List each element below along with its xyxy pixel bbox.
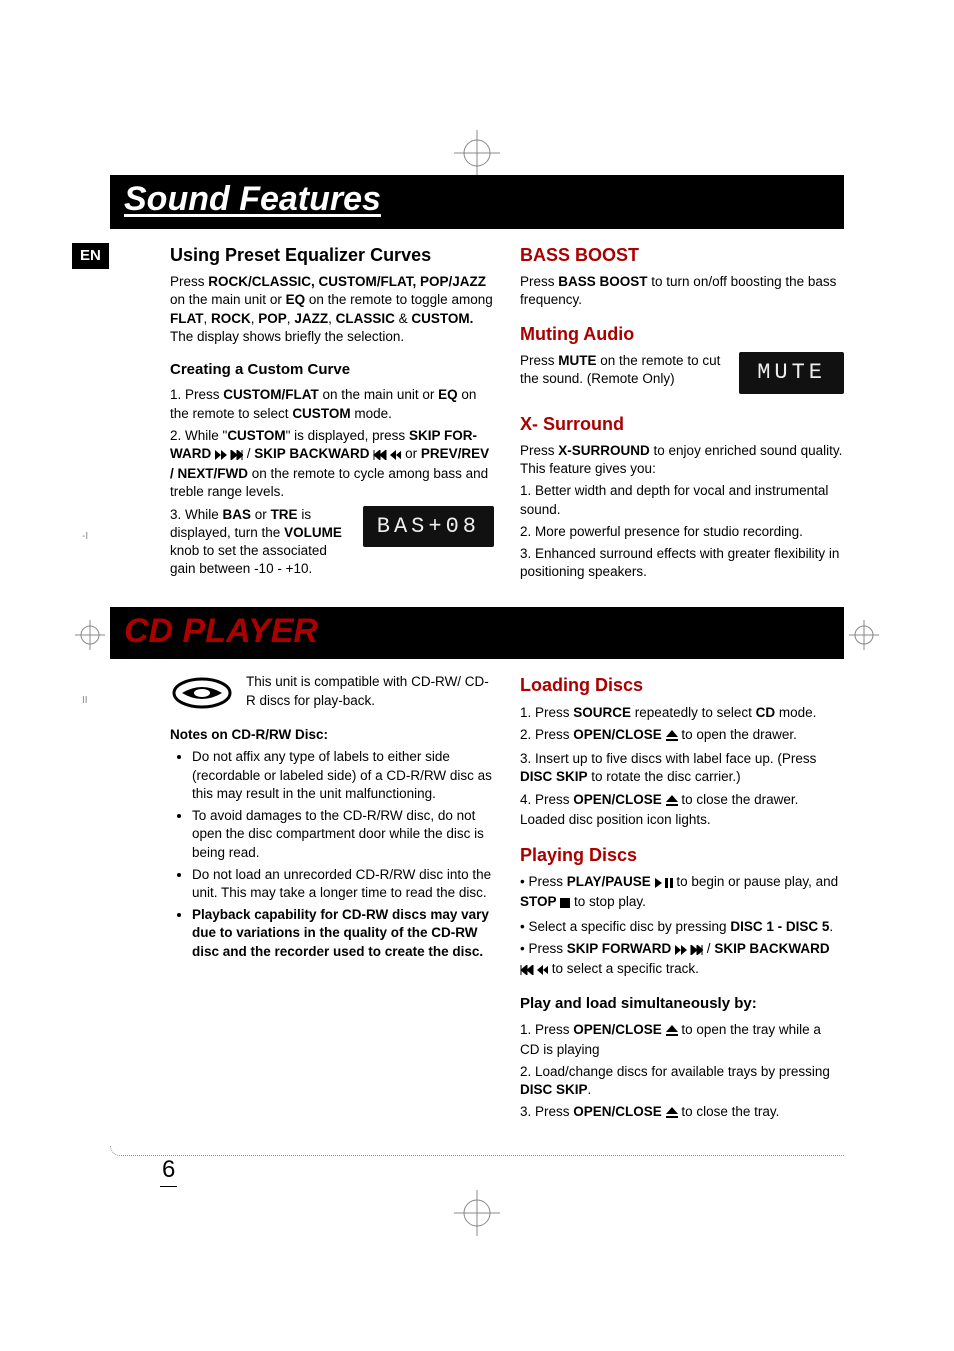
xs-intro: Press X-SURROUND to enjoy enriched sound… bbox=[520, 442, 844, 478]
play-pause-icon bbox=[655, 875, 673, 893]
cd-disc-icon bbox=[170, 673, 234, 718]
heading-muting: Muting Audio bbox=[520, 322, 844, 346]
heading-simultaneous: Play and load simultaneously by: bbox=[520, 994, 844, 1014]
custom-step2: 2. While "CUSTOM" is displayed, press SK… bbox=[170, 427, 494, 502]
load-s2: 2. Press OPEN/CLOSE to open the drawer. bbox=[520, 726, 844, 746]
simul-s3: 3. Press OPEN/CLOSE to close the tray. bbox=[520, 1103, 844, 1123]
section-title-cd: CD PLAYER bbox=[110, 607, 844, 659]
cd-notes-title: Notes on CD-R/RW Disc: bbox=[170, 726, 494, 744]
eject-icon bbox=[666, 728, 678, 746]
crop-mark-bottom bbox=[454, 1190, 500, 1236]
language-tab: EN bbox=[72, 243, 109, 269]
play-s2: • Select a specific disc by pressing DIS… bbox=[520, 918, 844, 936]
section-title-sound: Sound Features bbox=[110, 175, 844, 229]
skip-forward-icon bbox=[215, 447, 243, 465]
simul-s1: 1. Press OPEN/CLOSE to open the tray whi… bbox=[520, 1021, 844, 1059]
crop-mark-left3: II bbox=[82, 694, 88, 708]
crop-mark-left2: -I bbox=[82, 530, 88, 544]
custom-step1: 1. Press CUSTOM/FLAT on the main unit or… bbox=[170, 386, 494, 422]
crop-mark-left bbox=[75, 620, 105, 650]
heading-xsurround: X- Surround bbox=[520, 412, 844, 436]
bass-boost-text: Press BASS BOOST to turn on/off boosting… bbox=[520, 273, 844, 309]
dotted-frame bbox=[110, 1146, 844, 1156]
lcd-bas-display: BAS+08 bbox=[363, 506, 494, 548]
eject-icon bbox=[666, 1105, 678, 1123]
list-item: Do not load an unrecorded CD-R/RW disc i… bbox=[192, 866, 494, 902]
play-s1: • Press PLAY/PAUSE to begin or pause pla… bbox=[520, 873, 844, 913]
list-item: Do not affix any type of labels to eithe… bbox=[192, 748, 494, 803]
load-s3: 3. Insert up to five discs with label fa… bbox=[520, 750, 844, 786]
stop-icon bbox=[560, 895, 570, 913]
xs-line3: 3. Enhanced surround effects with greate… bbox=[520, 545, 844, 581]
heading-loading-discs: Loading Discs bbox=[520, 673, 844, 697]
skip-forward-icon bbox=[675, 942, 703, 960]
skip-backward-icon bbox=[373, 447, 401, 465]
xs-line2: 2. More powerful presence for studio rec… bbox=[520, 523, 844, 541]
load-s1: 1. Press SOURCE repeatedly to select CD … bbox=[520, 704, 844, 722]
simul-s2: 2. Load/change discs for available trays… bbox=[520, 1063, 844, 1099]
cd-intro-text: This unit is compatible with CD-RW/ CD-R… bbox=[246, 673, 494, 709]
list-item: To avoid damages to the CD-R/RW disc, do… bbox=[192, 807, 494, 862]
crop-mark-top bbox=[454, 130, 500, 176]
heading-bass-boost: BASS BOOST bbox=[520, 243, 844, 267]
heading-custom-curve: Creating a Custom Curve bbox=[170, 360, 494, 380]
load-s4: 4. Press OPEN/CLOSE to close the drawer.… bbox=[520, 791, 844, 829]
heading-playing-discs: Playing Discs bbox=[520, 843, 844, 867]
crop-mark-right bbox=[849, 620, 879, 650]
lcd-mute-display: MUTE bbox=[739, 352, 844, 394]
eject-icon bbox=[666, 1023, 678, 1041]
list-item: Playback capability for CD-RW discs may … bbox=[192, 906, 494, 961]
skip-backward-icon bbox=[520, 962, 548, 980]
play-s3: • Press SKIP FORWARD / SKIP BACKWARD to … bbox=[520, 940, 844, 980]
eq-paragraph: Press ROCK/CLASSIC, CUSTOM/FLAT, POP/JAZ… bbox=[170, 273, 494, 346]
cd-notes-list: Do not affix any type of labels to eithe… bbox=[170, 748, 494, 960]
page-number: 6 bbox=[160, 1154, 177, 1187]
eject-icon bbox=[666, 793, 678, 811]
heading-preset-eq: Using Preset Equalizer Curves bbox=[170, 243, 494, 267]
xs-line1: 1. Better width and depth for vocal and … bbox=[520, 482, 844, 518]
